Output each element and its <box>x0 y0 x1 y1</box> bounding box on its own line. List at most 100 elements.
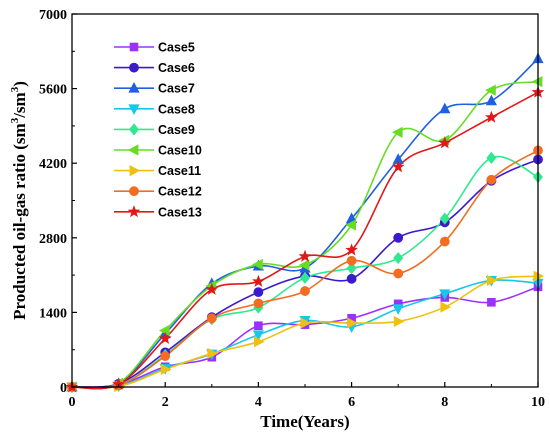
data-point-case9 <box>439 212 450 225</box>
data-point-case11 <box>533 270 545 282</box>
data-point-case10 <box>345 219 357 231</box>
legend-label: Case10 <box>158 144 202 158</box>
data-point-case7 <box>485 94 497 106</box>
data-point-case12 <box>346 255 357 266</box>
legend-item-case6: Case6 <box>114 61 195 75</box>
data-point-case13 <box>345 243 358 256</box>
data-point-case11 <box>160 363 172 376</box>
y-title-end: ) <box>10 81 29 87</box>
y-title-sup2: 3 <box>9 86 21 92</box>
legend-item-case12: Case12 <box>114 185 202 199</box>
plot-frame <box>71 13 539 388</box>
plot-markers <box>65 52 545 394</box>
legend-swatch-marker <box>129 186 139 197</box>
legend: Case5 Case6 Case7 Case8 Case9 Case10 Case11 Cas… <box>114 41 202 219</box>
legend-label: Case12 <box>158 185 202 199</box>
legend-swatch-marker <box>128 104 140 116</box>
data-point-case7 <box>439 102 451 114</box>
legend-item-case11: Case11 <box>114 164 201 178</box>
data-point-case12 <box>393 268 404 279</box>
data-point-case6 <box>346 273 357 284</box>
y-title-mid: /sm <box>10 92 29 119</box>
data-point-case13 <box>158 331 172 344</box>
data-point-case12 <box>160 351 171 361</box>
legend-swatch-marker <box>127 205 141 218</box>
data-point-case11 <box>207 347 219 360</box>
data-point-case10 <box>298 259 310 271</box>
data-point-case11 <box>254 336 265 348</box>
legend-item-case5: Case5 <box>114 41 195 55</box>
legend-item-case10: Case10 <box>114 144 202 158</box>
data-point-case11 <box>486 274 498 287</box>
y-tick-label: 4200 <box>39 157 67 172</box>
data-point-case8 <box>439 289 451 300</box>
x-tick-label: 10 <box>531 395 545 410</box>
data-point-case10 <box>531 76 543 88</box>
data-point-case10 <box>391 126 403 138</box>
y-tick-label: 2800 <box>39 232 67 247</box>
data-point-case8 <box>392 304 404 315</box>
data-point-case6 <box>253 287 264 298</box>
legend-item-case8: Case8 <box>114 102 195 116</box>
y-tick-label: 7000 <box>39 8 67 23</box>
data-point-case9 <box>393 251 404 265</box>
data-point-case13 <box>252 274 265 287</box>
y-tick-label: 0 <box>60 381 67 396</box>
data-point-case9 <box>300 271 310 284</box>
y-axis-title: Producted oil-gas ratio (sm3/sm3) <box>9 81 29 320</box>
data-point-case13 <box>391 160 405 173</box>
x-tick-label: 0 <box>69 395 76 410</box>
data-point-case9 <box>346 262 357 275</box>
data-point-case5 <box>487 297 496 307</box>
y-title-sup1: 3 <box>9 117 21 123</box>
data-point-case6 <box>393 232 404 243</box>
legend-swatch-marker <box>129 62 139 73</box>
data-point-case12 <box>439 236 450 247</box>
data-point-case13 <box>485 110 498 123</box>
legend-label: Case11 <box>158 164 201 178</box>
x-axis-title: Time(Years) <box>260 412 349 431</box>
legend-label: Case6 <box>158 61 195 75</box>
data-point-case13 <box>438 136 452 149</box>
legend-swatch-marker <box>129 42 139 52</box>
y-title-main: Producted oil-gas ratio (sm <box>10 123 29 320</box>
legend-label: Case13 <box>158 205 202 219</box>
series-line-case10 <box>71 80 539 390</box>
legend-item-case7: Case7 <box>114 82 195 96</box>
data-point-case10 <box>252 258 263 271</box>
legend-swatch-marker <box>127 144 139 156</box>
data-point-case13 <box>205 282 219 295</box>
legend-swatch-marker <box>128 81 140 93</box>
data-point-case12 <box>486 174 497 185</box>
data-point-case11 <box>440 301 452 313</box>
y-axis: 0 1400 2800 4200 5600 7000 <box>39 8 77 396</box>
data-point-case13 <box>298 249 312 262</box>
legend-label: Case5 <box>158 41 195 55</box>
legend-label: Case8 <box>158 102 195 116</box>
data-point-case11 <box>347 317 358 329</box>
data-point-case8 <box>252 330 264 342</box>
data-point-case5 <box>254 321 263 331</box>
x-tick-label: 6 <box>348 395 355 410</box>
legend-label: Case9 <box>158 123 195 137</box>
data-point-case10 <box>158 324 170 337</box>
data-point-case12 <box>253 298 264 309</box>
data-point-case12 <box>300 286 310 296</box>
x-tick-label: 8 <box>441 395 448 410</box>
data-point-case9 <box>486 151 497 164</box>
legend-swatch-marker <box>129 123 139 136</box>
data-point-case11 <box>393 315 405 328</box>
x-axis: 0 2 4 6 8 10 <box>69 382 545 410</box>
y-tick-label: 1400 <box>39 306 67 321</box>
data-point-case10 <box>485 84 496 96</box>
x-tick-label: 2 <box>162 395 169 410</box>
data-point-case12 <box>206 313 217 324</box>
y-tick-label: 5600 <box>39 83 67 98</box>
legend-label: Case7 <box>158 82 195 96</box>
legend-swatch-marker <box>129 165 141 177</box>
legend-item-case9: Case9 <box>114 123 195 137</box>
x-tick-label: 4 <box>255 395 262 410</box>
series-line-case13 <box>71 91 539 390</box>
data-point-case11 <box>300 317 312 329</box>
